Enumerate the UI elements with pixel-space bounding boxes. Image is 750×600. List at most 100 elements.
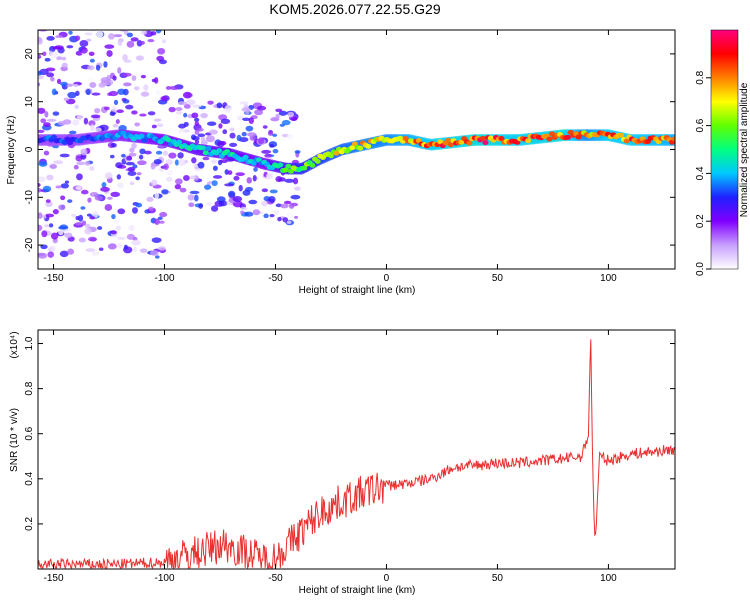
heatmap-noise-blob <box>137 160 147 166</box>
heatmap-noise-blob <box>286 220 292 225</box>
heatmap-noise-blob <box>272 148 279 154</box>
heatmap-noise-blob <box>109 154 115 159</box>
heatmap-noise-blob <box>125 104 134 110</box>
heatmap-noise-blob <box>40 244 48 250</box>
heatmap-noise-blob <box>229 127 235 132</box>
heatmap-noise-blob <box>191 112 199 119</box>
heatmap-noise-blob <box>143 84 149 91</box>
heatmap-noise-blob <box>185 99 196 106</box>
heatmap-noise-blob <box>90 124 95 132</box>
heatmap-noise-blob <box>49 164 58 169</box>
heatmap-noise-blob <box>169 85 179 90</box>
heatmap-ridge-cell <box>314 158 321 164</box>
heatmap-ridge-cell <box>479 135 486 141</box>
heatmap-noise-blob <box>91 26 100 30</box>
heatmap-noise-blob <box>275 113 280 120</box>
heatmap-noise-blob <box>191 157 197 164</box>
heatmap-ridge-cell <box>327 153 334 159</box>
heatmap-noise-blob <box>269 189 278 194</box>
heatmap-noise-blob <box>248 117 254 124</box>
heatmap-ridge-cell <box>202 150 209 156</box>
heatmap-noise-blob <box>60 81 68 87</box>
heatmap-noise-blob <box>88 120 96 127</box>
heatmap-ridge-cell <box>309 162 316 168</box>
heatmap-noise-blob <box>129 181 135 186</box>
heatmap-noise-blob <box>56 56 63 61</box>
heatmap-noise-blob <box>84 160 91 166</box>
heatmap-noise-blob <box>244 211 254 217</box>
heatmap-noise-blob <box>100 77 111 84</box>
heatmap-noise-blob <box>55 185 62 189</box>
heatmap-ridge-cell <box>466 140 473 146</box>
heatmap-noise-blob <box>154 21 159 27</box>
heatmap-noise-blob <box>136 172 142 176</box>
heatmap-noise-blob <box>38 129 45 133</box>
heatmap-noise-blob <box>149 250 159 256</box>
heatmap-noise-blob <box>85 89 91 96</box>
heatmap-ridge-cell <box>301 165 308 171</box>
snr-x-label: Height of straight line (km) <box>299 585 416 596</box>
heatmap-noise-blob <box>52 111 60 116</box>
heatmap-noise-blob <box>108 90 119 97</box>
heatmap-noise-blob <box>92 24 98 29</box>
heatmap-noise-blob <box>57 120 67 126</box>
heatmap-noise-blob <box>117 15 126 19</box>
heatmap-noise-blob <box>115 225 122 231</box>
heatmap-noise-blob <box>156 22 165 27</box>
heatmap-noise-blob <box>42 185 52 193</box>
y-tick-label: 0 <box>24 146 35 152</box>
heatmap-noise-blob <box>38 107 46 114</box>
heatmap-noise-blob <box>38 75 45 80</box>
heatmap-noise-blob <box>122 99 130 104</box>
heatmap-noise-blob <box>239 101 249 105</box>
heatmap-noise-blob <box>44 111 49 118</box>
heatmap-noise-blob <box>131 110 138 115</box>
heatmap-noise-blob <box>130 37 139 42</box>
heatmap-noise-blob <box>222 129 228 135</box>
heatmap-noise-blob <box>165 170 173 176</box>
colorbar: 0.0 0.2 0.4 0.6 0.8 Normalized spectral ampl… <box>695 29 750 276</box>
heatmap-noise-blob <box>76 114 83 121</box>
heatmap-noise-blob <box>194 139 200 144</box>
heatmap-noise-blob <box>155 255 160 259</box>
heatmap-noise-blob <box>190 134 197 140</box>
heatmap-noise-blob <box>84 32 93 36</box>
heatmap-noise-blob <box>290 194 301 200</box>
x-tick-label: 100 <box>600 573 617 584</box>
heatmap-noise-blob <box>245 125 254 132</box>
heatmap-noise-blob <box>148 206 154 212</box>
heatmap-noise-blob <box>207 100 214 105</box>
heatmap-ridge-cell <box>250 160 257 166</box>
heatmap-noise-blob <box>204 184 212 190</box>
heatmap-noise-blob <box>112 123 119 128</box>
heatmap-noise-blob <box>80 148 88 156</box>
heatmap-noise-blob <box>117 67 122 74</box>
heatmap-noise-blob <box>143 150 152 155</box>
heatmap-noise-blob <box>131 142 137 149</box>
heatmap-noise-blob <box>267 130 274 136</box>
heatmap-noise-blob <box>84 25 90 29</box>
heatmap-noise-blob <box>240 206 248 211</box>
heatmap-noise-blob <box>89 192 99 197</box>
heatmap-noise-blob <box>139 113 147 117</box>
heatmap-noise-blob <box>135 176 140 181</box>
heatmap-noise-blob <box>212 175 223 179</box>
snr-y-ticks: 0.2 0.4 0.6 0.8 1.0 <box>24 336 675 531</box>
y-tick-label: 10 <box>24 96 35 108</box>
heatmap-noise-blob <box>157 216 163 221</box>
heatmap-noise-blob <box>122 54 128 61</box>
heatmap-noise-blob <box>89 81 97 88</box>
heatmap-noise-blob <box>131 207 138 214</box>
heatmap-ridge-cell <box>349 145 356 151</box>
heatmap-noise-blob <box>121 72 132 77</box>
colorbar-tick-label: 0.8 <box>695 70 706 84</box>
heatmap-noise-blob <box>266 172 274 180</box>
y-tick-label: 0.6 <box>24 426 35 440</box>
heatmap-noise-blob <box>88 51 95 57</box>
heatmap-noise-blob <box>42 214 47 219</box>
heatmap-noise-blob <box>42 51 47 57</box>
heatmap-noise-blob <box>155 21 159 26</box>
spectrogram-x-ticks: -150 -100 -50 0 50 100 <box>44 30 617 284</box>
heatmap-noise-blob <box>166 176 173 182</box>
